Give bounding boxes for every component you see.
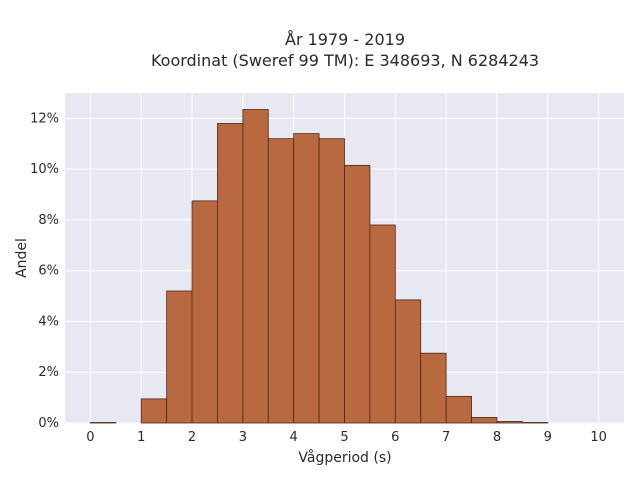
histogram-bar <box>293 133 320 424</box>
x-tick-label: 3 <box>239 430 247 445</box>
histogram-bar <box>90 422 117 424</box>
chart-title: År 1979 - 2019 <box>285 30 405 49</box>
histogram-bar <box>344 164 371 424</box>
x-tick-label: 8 <box>493 430 501 445</box>
bars-group <box>90 109 549 424</box>
histogram-bar <box>521 422 549 424</box>
x-tick-label: 6 <box>391 430 399 445</box>
x-tick-label: 4 <box>290 430 298 445</box>
histogram-bar <box>318 138 345 424</box>
histogram-bar <box>369 224 396 424</box>
y-axis-ticks: 0% 2% 4% 6% 8% 10% 12% <box>30 111 59 431</box>
y-tick-label: 6% <box>38 264 59 279</box>
histogram-bar <box>267 138 295 424</box>
y-axis-label: Andel <box>14 238 30 278</box>
histogram-bar <box>191 200 218 424</box>
x-tick-label: 1 <box>137 430 145 445</box>
y-tick-label: 0% <box>38 416 59 431</box>
y-tick-label: 2% <box>38 365 59 380</box>
chart-subtitle: Koordinat (Sweref 99 TM): E 348693, N 62… <box>151 51 539 70</box>
histogram-bar <box>242 109 269 424</box>
histogram-bar <box>420 352 447 424</box>
x-tick-label: 5 <box>340 430 348 445</box>
y-tick-label: 10% <box>30 162 59 177</box>
histogram-bar <box>140 398 168 424</box>
x-tick-label: 10 <box>590 430 607 445</box>
histogram-bar <box>166 290 193 424</box>
x-tick-label: 9 <box>544 430 552 445</box>
histogram-bar <box>471 417 498 424</box>
x-tick-label: 2 <box>188 430 196 445</box>
histogram-bar <box>394 299 422 424</box>
x-axis-ticks: 0 1 2 3 4 5 6 7 8 9 10 <box>86 430 607 445</box>
x-tick-label: 7 <box>442 430 450 445</box>
histogram-bar <box>496 421 523 424</box>
y-tick-label: 8% <box>38 213 59 228</box>
histogram-bar <box>217 123 244 424</box>
x-axis-label: Vågperiod (s) <box>298 449 391 466</box>
x-tick-label: 0 <box>86 430 94 445</box>
histogram-bar <box>445 395 472 424</box>
y-tick-label: 4% <box>38 314 59 329</box>
y-tick-label: 12% <box>30 111 59 126</box>
